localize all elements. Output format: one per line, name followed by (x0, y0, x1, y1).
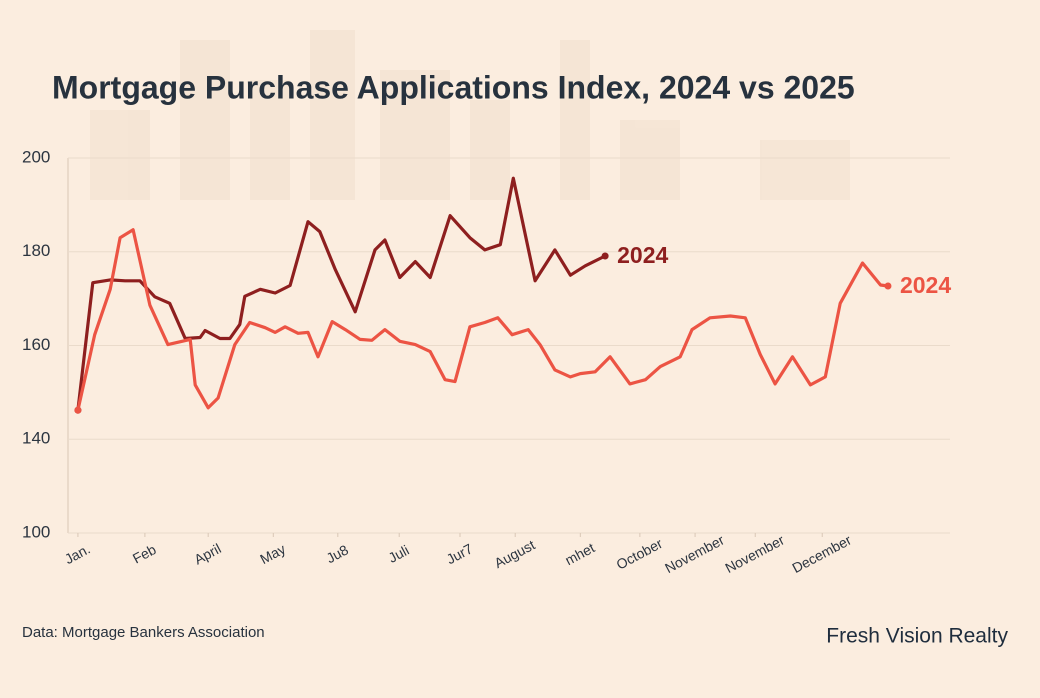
series-label: 2024 (900, 272, 951, 298)
skyline (90, 30, 850, 200)
end-point (601, 252, 609, 260)
series-label: 2024 (617, 242, 668, 268)
end-point (884, 282, 892, 290)
x-tick-label: August (492, 537, 538, 572)
x-tick-label: October (614, 535, 666, 573)
x-tick-label: November (662, 531, 727, 576)
x-tick-label: Jan. (62, 541, 93, 568)
series-line (76, 176, 607, 412)
x-tick-label: November (722, 531, 787, 576)
chart-title: Mortgage Purchase Applications Index, 20… (52, 69, 855, 105)
x-tick-label: mhet (562, 539, 597, 568)
y-tick-label: 160 (22, 335, 50, 354)
x-tick-label: Juli (386, 542, 412, 566)
source-note: Data: Mortgage Bankers Association (22, 624, 265, 641)
y-tick-label: 100 (22, 522, 50, 541)
series-line (76, 228, 890, 412)
x-tick-label: May (257, 541, 288, 568)
y-tick-label: 180 (22, 241, 50, 260)
x-tick-label: April (191, 540, 223, 567)
y-tick-label: 140 (22, 429, 50, 448)
end-point (74, 406, 82, 414)
x-tick-label: Ju8 (323, 541, 351, 566)
x-tick-label: Jur7 (444, 540, 476, 567)
x-tick-label: Feb (130, 541, 159, 567)
y-tick-label: 200 (22, 147, 50, 166)
brand: Fresh Vision Realty (826, 625, 1008, 648)
x-tick-label: December (789, 531, 854, 576)
